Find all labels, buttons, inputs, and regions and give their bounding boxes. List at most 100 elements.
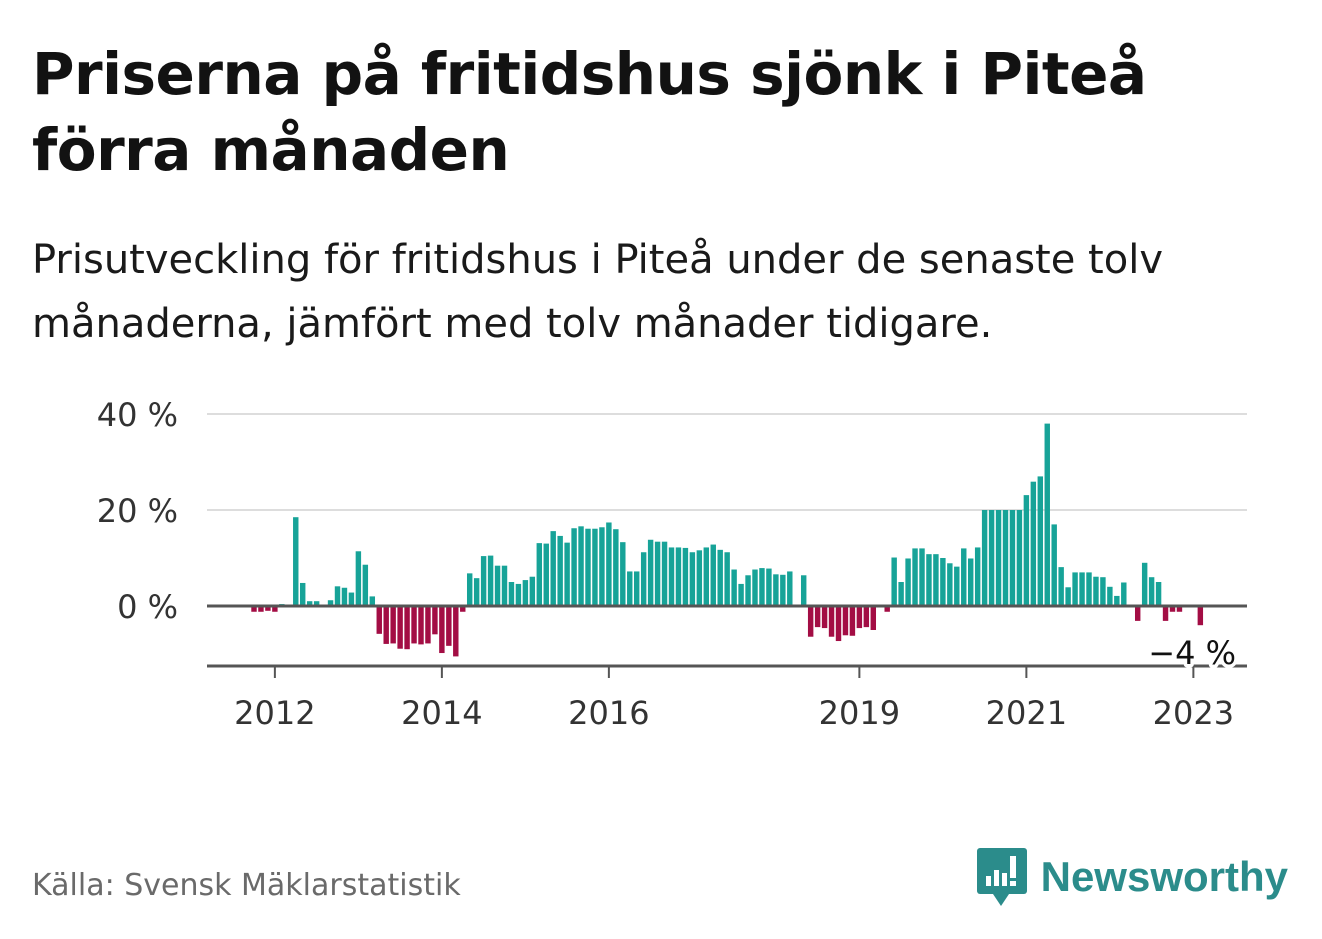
- bar: [487, 555, 494, 606]
- bar: [1086, 572, 1092, 606]
- bar: [355, 551, 362, 606]
- bar: [446, 606, 452, 646]
- bar: [640, 552, 647, 606]
- bar: [1058, 567, 1064, 606]
- x-tick-label: 2019: [819, 694, 900, 732]
- bar: [480, 556, 487, 606]
- bar: [418, 606, 424, 645]
- bar: [1072, 572, 1078, 606]
- bar: [341, 587, 348, 606]
- bar: [557, 535, 563, 606]
- bar: [404, 606, 410, 650]
- bar: [313, 601, 320, 606]
- newsworthy-logo-text: Newsworthy: [1040, 853, 1288, 900]
- newsworthy-logo-icon: [976, 848, 1027, 906]
- bar: [995, 510, 1002, 606]
- bar: [1009, 510, 1016, 606]
- bar: [251, 606, 257, 612]
- x-tick-label: 2023: [1153, 694, 1234, 732]
- bar: [1079, 572, 1085, 606]
- bar: [682, 547, 689, 606]
- bar: [536, 543, 543, 606]
- bar: [466, 573, 473, 606]
- bar: [501, 565, 508, 606]
- bar: [1148, 577, 1155, 606]
- bar: [689, 552, 696, 606]
- bar: [1141, 562, 1148, 606]
- bar: [745, 575, 751, 606]
- bar: [299, 582, 306, 606]
- bar: [787, 571, 793, 606]
- bar: [362, 564, 369, 606]
- bar: [800, 575, 807, 606]
- bar: [265, 606, 271, 611]
- bar: [390, 606, 396, 644]
- bar: [1197, 606, 1204, 626]
- bar: [369, 596, 376, 606]
- bar: [585, 528, 591, 606]
- bar: [439, 606, 445, 654]
- bar: [348, 592, 355, 606]
- bar: [1016, 510, 1023, 606]
- bar: [627, 571, 633, 606]
- bar: [807, 606, 814, 637]
- bar: [842, 606, 849, 636]
- bar: [599, 527, 605, 606]
- bar: [425, 606, 431, 644]
- bar: [905, 558, 911, 606]
- bar: [891, 557, 897, 606]
- bar: [947, 563, 953, 606]
- bar: [654, 541, 661, 606]
- bar: [633, 571, 640, 606]
- bar: [1093, 576, 1099, 606]
- bar: [647, 539, 654, 606]
- bar: [926, 554, 932, 606]
- bar: [738, 583, 744, 606]
- x-tick-label: 2021: [986, 694, 1067, 732]
- bar: [1121, 582, 1127, 606]
- bar: [981, 510, 988, 606]
- bar: [780, 574, 786, 606]
- bar: [919, 548, 925, 606]
- bar: [522, 580, 529, 606]
- bar: [1162, 606, 1169, 621]
- bar: [773, 574, 779, 606]
- bar: [988, 510, 995, 606]
- bar: [821, 606, 828, 629]
- bar: [856, 606, 863, 629]
- bar: [383, 606, 389, 644]
- x-tick-label: 2012: [234, 694, 315, 732]
- bar: [731, 569, 737, 606]
- y-tick-label: 40 %: [97, 396, 178, 434]
- bar: [376, 606, 382, 634]
- bar: [293, 517, 299, 606]
- newsworthy-logo: Newsworthy: [976, 848, 1288, 906]
- bar: [272, 606, 278, 612]
- bar: [1037, 476, 1044, 606]
- y-tick-label: 0 %: [117, 588, 178, 626]
- bar: [710, 544, 716, 606]
- bar: [898, 582, 904, 606]
- bar: [515, 583, 522, 606]
- bar: [564, 542, 570, 606]
- bar: [1002, 510, 1009, 606]
- bar: [460, 606, 466, 612]
- bar: [912, 548, 918, 606]
- bar: [967, 558, 974, 606]
- bar: [1134, 606, 1141, 621]
- bar: [529, 576, 536, 606]
- bar: [1065, 587, 1071, 606]
- source-note: Källa: Svensk Mäklarstatistik: [32, 868, 461, 903]
- bar: [1169, 606, 1176, 612]
- bar: [606, 522, 612, 606]
- bar: [592, 528, 598, 606]
- bar: [954, 566, 960, 606]
- bar: [1155, 582, 1162, 606]
- bar: [759, 568, 765, 606]
- bar: [961, 548, 967, 606]
- bar: [974, 547, 981, 606]
- bar: [717, 549, 723, 606]
- bar: [933, 554, 939, 606]
- bar: [849, 606, 856, 636]
- bar: [473, 578, 480, 606]
